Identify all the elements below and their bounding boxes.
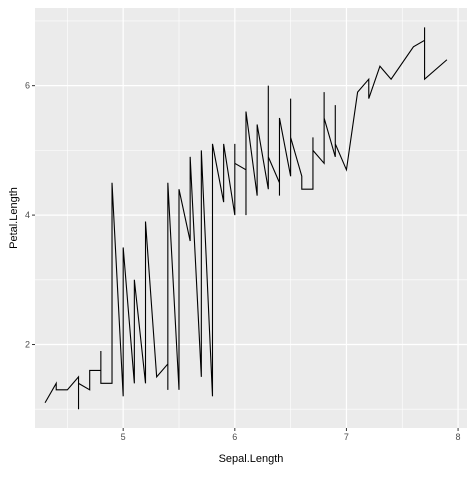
- y-tick-label: 6: [25, 81, 30, 91]
- plot-panel: [35, 8, 467, 428]
- series-line: [44, 27, 448, 410]
- x-tick-label: 6: [232, 432, 237, 442]
- x-tick-label: 5: [121, 432, 126, 442]
- axes: 5 6 7 8 2 4 6: [25, 81, 461, 442]
- x-tick-label: 7: [344, 432, 349, 442]
- y-tick-label: 4: [25, 210, 30, 220]
- chart-marks: [44, 27, 448, 410]
- y-tick-label: 2: [25, 340, 30, 350]
- y-axis-title: Petal.Length: [8, 187, 20, 249]
- grid-lines: [35, 8, 467, 428]
- x-tick-label: 8: [456, 432, 461, 442]
- x-axis-title: Sepal.Length: [219, 453, 284, 465]
